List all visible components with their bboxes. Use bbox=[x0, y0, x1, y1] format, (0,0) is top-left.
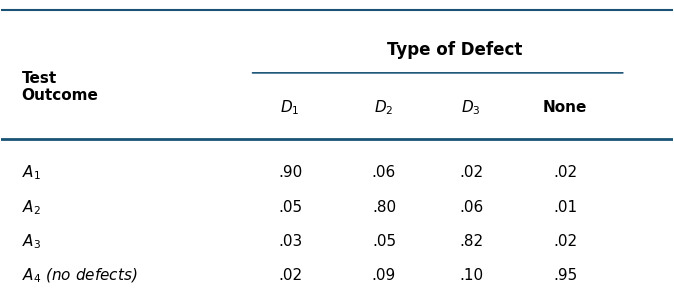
Text: .90: .90 bbox=[278, 165, 302, 180]
Text: .09: .09 bbox=[372, 268, 396, 284]
Text: $A_3$: $A_3$ bbox=[22, 232, 40, 251]
Text: $\boldsymbol{D_1}$: $\boldsymbol{D_1}$ bbox=[280, 98, 300, 116]
Text: Test
Outcome: Test Outcome bbox=[22, 71, 98, 103]
Text: .03: .03 bbox=[278, 234, 302, 249]
Text: .02: .02 bbox=[553, 165, 577, 180]
Text: .82: .82 bbox=[459, 234, 483, 249]
Text: None: None bbox=[543, 100, 588, 115]
Text: .02: .02 bbox=[278, 268, 302, 284]
Text: $\boldsymbol{D_3}$: $\boldsymbol{D_3}$ bbox=[462, 98, 481, 116]
Text: .05: .05 bbox=[372, 234, 396, 249]
Text: .80: .80 bbox=[372, 200, 396, 215]
Text: $\boldsymbol{D_2}$: $\boldsymbol{D_2}$ bbox=[374, 98, 394, 116]
Text: $A_1$: $A_1$ bbox=[22, 164, 40, 182]
Text: .02: .02 bbox=[553, 234, 577, 249]
Text: .06: .06 bbox=[459, 200, 483, 215]
Text: $A_4$ (no defects): $A_4$ (no defects) bbox=[22, 267, 137, 285]
Text: .06: .06 bbox=[372, 165, 396, 180]
Text: .02: .02 bbox=[459, 165, 483, 180]
Text: Type of Defect: Type of Defect bbox=[387, 41, 522, 59]
Text: .10: .10 bbox=[459, 268, 483, 284]
Text: .01: .01 bbox=[553, 200, 577, 215]
Text: .05: .05 bbox=[278, 200, 302, 215]
Text: .95: .95 bbox=[553, 268, 578, 284]
Text: $A_2$: $A_2$ bbox=[22, 198, 40, 216]
